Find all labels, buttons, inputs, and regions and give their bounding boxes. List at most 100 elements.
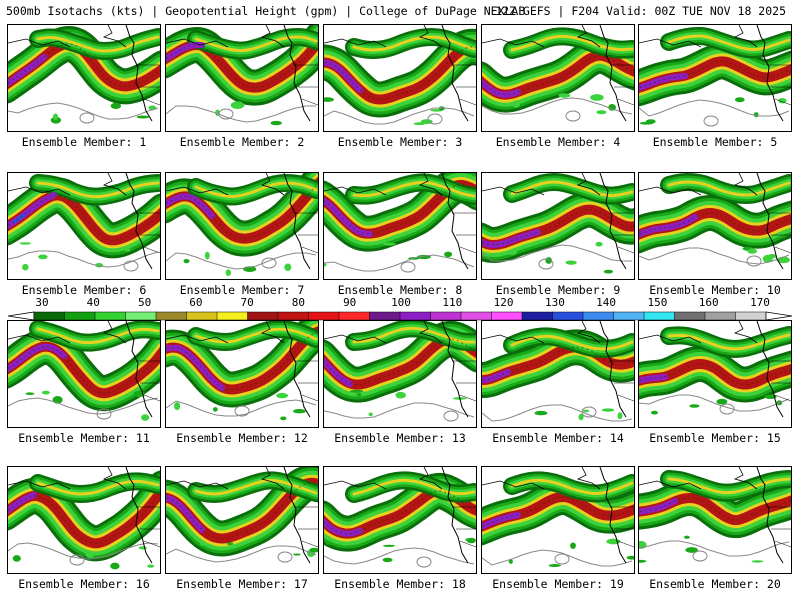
run-valid-time: 12Z GEFS | F204 Valid: 00Z TUE NOV 18 20… [495, 4, 786, 18]
member-label: Ensemble Member: 6 [21, 283, 147, 297]
colorbar-swatch [704, 311, 737, 321]
member-label: Ensemble Member: 9 [495, 283, 621, 297]
member-map-3 [323, 24, 477, 132]
member-map-7 [165, 172, 319, 280]
jet-stream-map [8, 25, 160, 124]
colorbar-tick-label: 70 [240, 296, 254, 309]
colorbar-tick-label: 160 [698, 296, 719, 309]
colorbar-tick-label: 140 [596, 296, 617, 309]
colorbar-swatch [582, 311, 615, 321]
colorbar-swatch [216, 311, 249, 321]
colorbar-swatch [277, 311, 310, 321]
jet-stream-map [8, 321, 160, 421]
member-label: Ensemble Member: 19 [492, 577, 624, 591]
colorbar-tick-label: 170 [750, 296, 770, 309]
colorbar-swatch [94, 311, 127, 321]
colorbar-tick-label: 110 [442, 296, 463, 309]
colorbar-swatch [613, 311, 645, 321]
jet-stream-map [324, 25, 476, 126]
member-map-2 [165, 24, 319, 132]
member-map-15 [638, 320, 792, 428]
member-label: Ensemble Member: 3 [337, 135, 463, 149]
member-map-6 [7, 172, 161, 280]
colorbar-swatch [521, 311, 554, 321]
jet-stream-map [482, 25, 634, 122]
member-label: Ensemble Member: 11 [18, 431, 150, 445]
member-label: Ensemble Member: 17 [176, 577, 308, 591]
colorbar-tick-label: 150 [647, 296, 668, 309]
colorbar-tick-label: 30 [35, 296, 49, 309]
member-label: Ensemble Member: 4 [495, 135, 621, 149]
member-map-9 [481, 172, 635, 280]
jet-stream-map [639, 25, 791, 127]
jet-stream-map [8, 173, 160, 272]
member-map-5 [638, 24, 792, 132]
member-map-18 [323, 466, 477, 574]
member-label: Ensemble Member: 16 [18, 577, 150, 591]
colorbar-swatch [64, 311, 96, 321]
member-map-16 [7, 466, 161, 574]
colorbar-swatch [155, 311, 188, 321]
jet-stream-map [8, 467, 160, 570]
colorbar-tick-label: 130 [544, 296, 565, 309]
member-label: Ensemble Member: 15 [649, 431, 781, 445]
colorbar-swatch [430, 311, 462, 321]
jet-stream-map [324, 467, 476, 568]
member-label: Ensemble Member: 2 [179, 135, 305, 149]
member-label: Ensemble Member: 5 [652, 135, 778, 149]
jet-stream-map [166, 467, 318, 564]
colorbar-swatch [552, 311, 584, 321]
colorbar-tick-label: 100 [391, 296, 411, 309]
jet-stream-map [166, 321, 318, 421]
jet-stream-map [166, 173, 318, 276]
jet-stream-map [482, 321, 634, 422]
jet-stream-map [482, 173, 634, 274]
member-label: Ensemble Member: 20 [649, 577, 781, 591]
member-map-10 [638, 172, 792, 280]
colorbar-swatch [308, 311, 340, 321]
colorbar-swatch [735, 311, 767, 321]
member-map-19 [481, 466, 635, 574]
colorbar-swatch [674, 311, 706, 321]
colorbar-tick-label: 50 [137, 296, 152, 309]
member-map-12 [165, 320, 319, 428]
jet-stream-map [482, 467, 634, 567]
member-map-17 [165, 466, 319, 574]
colorbar-swatch [33, 311, 66, 321]
colorbar-swatch [460, 311, 493, 321]
colorbar-tick-label: 90 [343, 296, 357, 309]
member-label: Ensemble Member: 8 [337, 283, 463, 297]
colorbar-swatch [338, 311, 371, 321]
colorbar-tick-label: 40 [86, 296, 100, 309]
colorbar [7, 311, 793, 321]
member-label: Ensemble Member: 14 [492, 431, 624, 445]
member-map-4 [481, 24, 635, 132]
member-map-20 [638, 466, 792, 574]
member-map-11 [7, 320, 161, 428]
jet-stream-map [639, 173, 791, 270]
jet-stream-map [324, 173, 476, 273]
jet-stream-map [166, 25, 318, 126]
figure-title: 500mb Isotachs (kts) | Geopotential Heig… [6, 4, 526, 18]
colorbar-tick-label: 60 [189, 296, 203, 309]
colorbar-swatch [491, 311, 523, 321]
member-label: Ensemble Member: 7 [179, 283, 305, 297]
colorbar-swatch [186, 311, 218, 321]
member-label: Ensemble Member: 1 [21, 135, 147, 149]
jet-stream-map [324, 321, 476, 422]
member-map-14 [481, 320, 635, 428]
member-label: Ensemble Member: 18 [334, 577, 466, 591]
colorbar-swatch [369, 311, 401, 321]
member-label: Ensemble Member: 10 [649, 283, 781, 297]
member-map-1 [7, 24, 161, 132]
colorbar-swatch [247, 311, 279, 321]
colorbar-swatch [125, 311, 157, 321]
member-map-13 [323, 320, 477, 428]
colorbar-tick-label: 120 [493, 296, 514, 309]
jet-stream-map [639, 321, 791, 418]
member-label: Ensemble Member: 13 [334, 431, 466, 445]
member-label: Ensemble Member: 12 [176, 431, 308, 445]
jet-stream-map [639, 467, 791, 564]
colorbar-swatch [643, 311, 676, 321]
